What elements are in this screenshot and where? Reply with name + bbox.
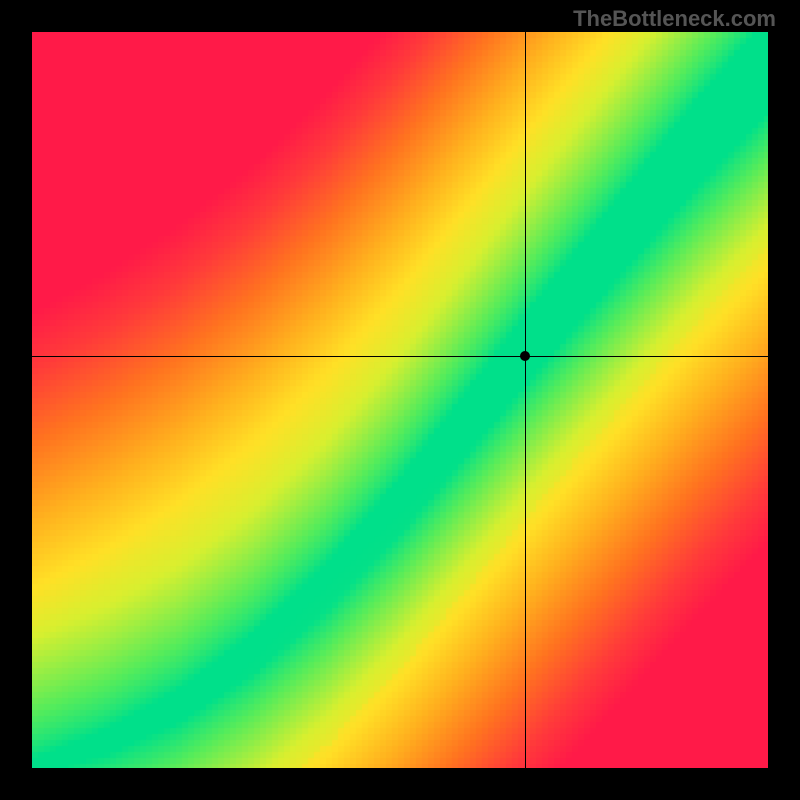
watermark-text: TheBottleneck.com — [573, 6, 776, 32]
plot-area — [32, 32, 768, 768]
figure-container: TheBottleneck.com — [0, 0, 800, 800]
crosshair-horizontal — [32, 356, 768, 357]
bottleneck-heatmap — [32, 32, 768, 768]
crosshair-vertical — [525, 32, 526, 768]
crosshair-marker — [520, 351, 530, 361]
